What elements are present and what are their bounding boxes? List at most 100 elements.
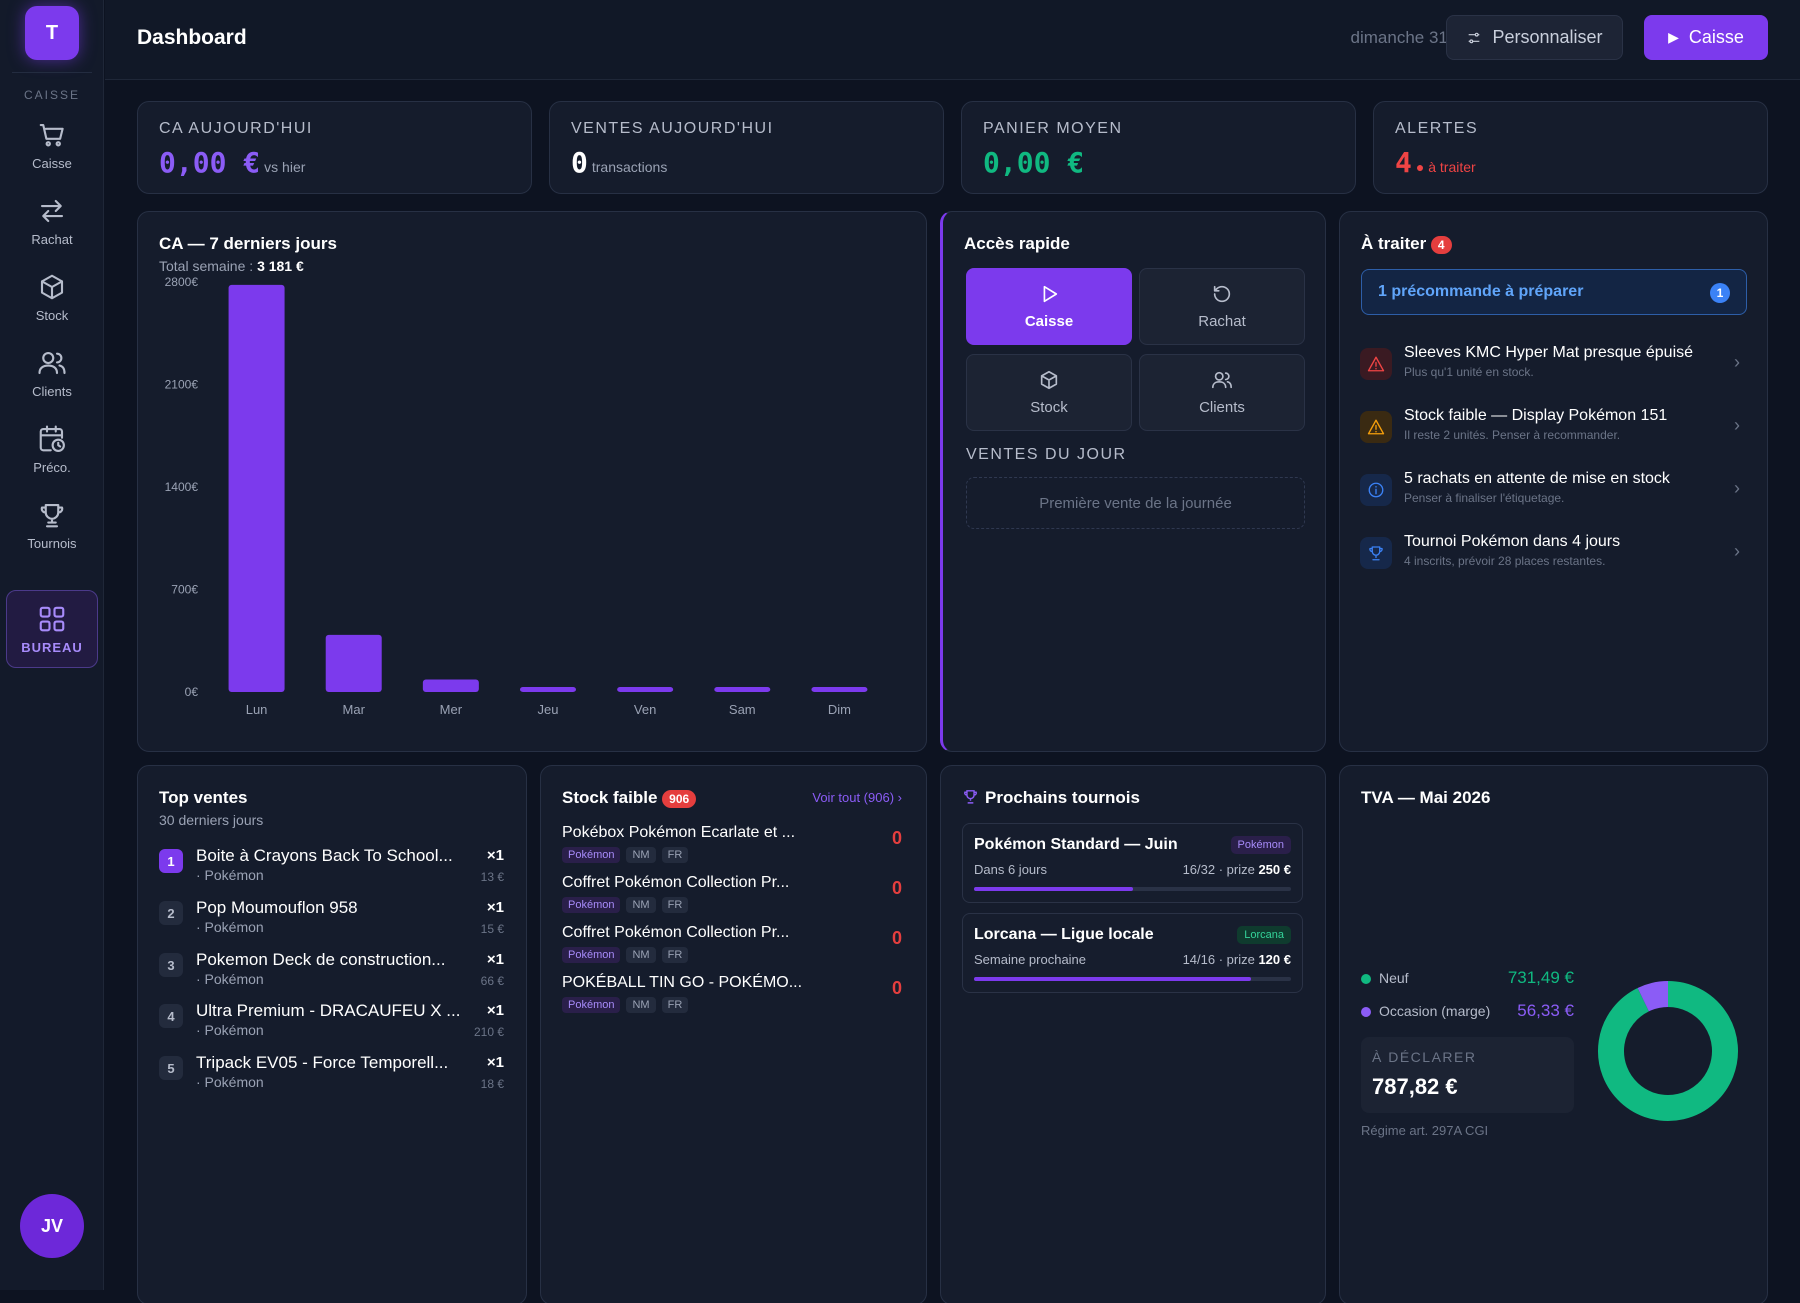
- open-caisse-button[interactable]: ▶ Caisse: [1644, 15, 1768, 60]
- quick-rachat-button[interactable]: Rachat: [1139, 268, 1305, 345]
- todo-item[interactable]: Tournoi Pokémon dans 4 jours 4 inscrits,…: [1360, 531, 1740, 581]
- tournament-players: 16/32 · prize: [1182, 862, 1255, 877]
- see-all-label: Voir tout (906): [812, 790, 895, 805]
- bar-mer[interactable]: [422, 679, 479, 692]
- kpi-value-row: 0 transactions: [571, 146, 667, 179]
- todo-header: À traiter 4: [1361, 234, 1452, 254]
- tournament-card[interactable]: Pokémon Standard — Juin Pokémon Dans 6 j…: [962, 823, 1303, 903]
- calendar-clock-icon: [39, 424, 65, 452]
- registration-progress: [974, 977, 1291, 981]
- low-stock-header: Stock faible 906: [562, 788, 697, 808]
- bar-mar[interactable]: [325, 634, 382, 692]
- ca-chart-card: CA — 7 derniers jours Total semaine : 3 …: [137, 211, 927, 752]
- donut-slice-occasion: [1637, 981, 1669, 1012]
- list-item[interactable]: 3 Pokemon Deck de construction... · Poké…: [159, 950, 504, 996]
- tournament-when: Semaine prochaine: [974, 952, 1087, 967]
- customize-label: Personnaliser: [1492, 27, 1603, 47]
- grid-icon: [39, 606, 65, 631]
- kpi-label: CA AUJOURD'HUI: [159, 120, 313, 137]
- x-tick-label: Lun: [246, 702, 268, 717]
- sidebar-item-tournois[interactable]: Tournois: [6, 490, 98, 560]
- sidebar-item-preco[interactable]: Préco.: [6, 414, 98, 484]
- todo-item[interactable]: 5 rachats en attente de mise en stock Pe…: [1360, 468, 1740, 518]
- kpi-alertes-card[interactable]: ALERTES 4 ● à traiter: [1373, 101, 1768, 194]
- tournaments-card: Prochains tournois Pokémon Standard — Ju…: [940, 765, 1326, 1303]
- kpi-panier-card: PANIER MOYEN 0,00 €: [961, 101, 1356, 194]
- list-item[interactable]: POKÉBALL TIN GO - POKÉMO... Pokémon NM FR …: [562, 974, 902, 1020]
- preorder-highlight[interactable]: 1 précommande à préparer 1: [1361, 269, 1747, 315]
- sidebar-item-label: Préco.: [33, 459, 71, 475]
- registration-progress: [974, 887, 1291, 891]
- product-qty: ×1: [486, 1002, 504, 1019]
- bar-ven[interactable]: [617, 687, 674, 692]
- tournament-name: Lorcana — Ligue locale: [974, 926, 1154, 943]
- todo-item[interactable]: Sleeves KMC Hyper Mat presque épuisé Plu…: [1360, 342, 1740, 392]
- sidebar-item-rachat[interactable]: Rachat: [6, 186, 98, 256]
- quick-clients-button[interactable]: Clients: [1139, 354, 1305, 431]
- quick-caisse-button[interactable]: Caisse: [966, 268, 1132, 345]
- trophy-icon: [1360, 537, 1392, 569]
- product-name: Ultra Premium - DRACAUFEU X ...: [196, 1001, 461, 1020]
- condition-tag: NM: [626, 847, 656, 863]
- chevron-right-icon: ›: [897, 790, 902, 805]
- todo-item[interactable]: Stock faible — Display Pokémon 151 Il re…: [1360, 405, 1740, 455]
- sidebar-item-caisse[interactable]: Caisse: [6, 110, 98, 180]
- chevron-right-icon: ›: [1734, 352, 1740, 372]
- x-tick-label: Jeu: [538, 702, 559, 717]
- todo-card: À traiter 4 1 précommande à préparer 1 S…: [1339, 211, 1768, 752]
- list-item[interactable]: 5 Tripack EV05 - Force Temporell... · Po…: [159, 1053, 504, 1099]
- list-item[interactable]: Coffret Pokémon Collection Pr... Pokémon…: [562, 874, 902, 920]
- bar-dim[interactable]: [811, 687, 868, 692]
- play-icon: [1043, 285, 1058, 303]
- game-tag: Lorcana: [1237, 926, 1291, 944]
- sidebar-item-bureau[interactable]: BUREAU: [6, 590, 98, 668]
- sidebar-section-label: CAISSE: [23, 88, 80, 102]
- box-icon: [1040, 370, 1058, 390]
- box-icon: [40, 274, 64, 299]
- tournament-prize: 120 €: [1258, 952, 1291, 967]
- app-logo[interactable]: T: [25, 6, 79, 60]
- language-tag: FR: [661, 997, 689, 1013]
- legend-value: 731,49 €: [1507, 968, 1574, 987]
- kpi-value-row: 0,00 € vs hier: [159, 146, 305, 179]
- stock-item-tags: Pokémon NM FR: [562, 897, 689, 913]
- tournament-card[interactable]: Lorcana — Ligue locale Lorcana Semaine p…: [962, 913, 1303, 993]
- rank-badge: 1: [159, 849, 183, 873]
- sidebar-item-clients[interactable]: Clients: [6, 338, 98, 408]
- list-item[interactable]: 1 Boite à Crayons Back To School... · Po…: [159, 846, 504, 892]
- caisse-label: Caisse: [1688, 27, 1744, 47]
- user-avatar[interactable]: JV: [20, 1194, 84, 1258]
- list-item[interactable]: Pokébox Pokémon Ecarlate et ... Pokémon N…: [562, 824, 902, 870]
- customize-button[interactable]: Personnaliser: [1446, 15, 1623, 60]
- list-item[interactable]: 4 Ultra Premium - DRACAUFEU X ... · Poké…: [159, 1001, 504, 1047]
- product-price: 13 €: [480, 870, 504, 884]
- daily-sales-title: VENTES DU JOUR: [966, 446, 1127, 463]
- bar-jeu[interactable]: [520, 687, 576, 692]
- quick-access-card: Accès rapide Caisse Rachat Stock Clients…: [940, 211, 1326, 752]
- bar-lun[interactable]: [228, 284, 285, 692]
- preorder-label: 1 précommande à préparer: [1378, 283, 1584, 300]
- chart-total: Total semaine : 3 181 €: [159, 258, 304, 274]
- y-tick-label: 2800€: [165, 275, 199, 289]
- stock-qty: 0: [891, 928, 902, 948]
- legend-label: Occasion (marge): [1379, 1003, 1491, 1019]
- stock-item-name: Pokébox Pokémon Ecarlate et ...: [562, 824, 796, 841]
- rank-badge: 3: [159, 953, 183, 977]
- condition-tag: NM: [626, 947, 656, 963]
- see-all-link[interactable]: Voir tout (906) ›: [812, 790, 902, 805]
- stock-qty: 0: [891, 878, 902, 898]
- list-item[interactable]: Coffret Pokémon Collection Pr... Pokémon…: [562, 924, 902, 970]
- top-sales-card: Top ventes 30 derniers jours 1 Boite à C…: [137, 765, 527, 1303]
- legend-value: 56,33 €: [1517, 1001, 1574, 1020]
- game-tag: Pokémon: [1230, 836, 1291, 854]
- list-item[interactable]: 2 Pop Moumouflon 958 · Pokémon ×1 15 €: [159, 898, 504, 944]
- quick-stock-button[interactable]: Stock: [966, 354, 1132, 431]
- chevron-right-icon: ›: [1734, 478, 1740, 498]
- product-qty: ×1: [486, 1054, 504, 1071]
- bar-sam[interactable]: [714, 687, 771, 692]
- sidebar-item-stock[interactable]: Stock: [6, 262, 98, 332]
- declare-value: 787,82 €: [1372, 1074, 1458, 1099]
- sidebar-item-label: Rachat: [31, 231, 73, 247]
- product-category: · Pokémon: [196, 971, 264, 987]
- product-qty: ×1: [486, 899, 504, 916]
